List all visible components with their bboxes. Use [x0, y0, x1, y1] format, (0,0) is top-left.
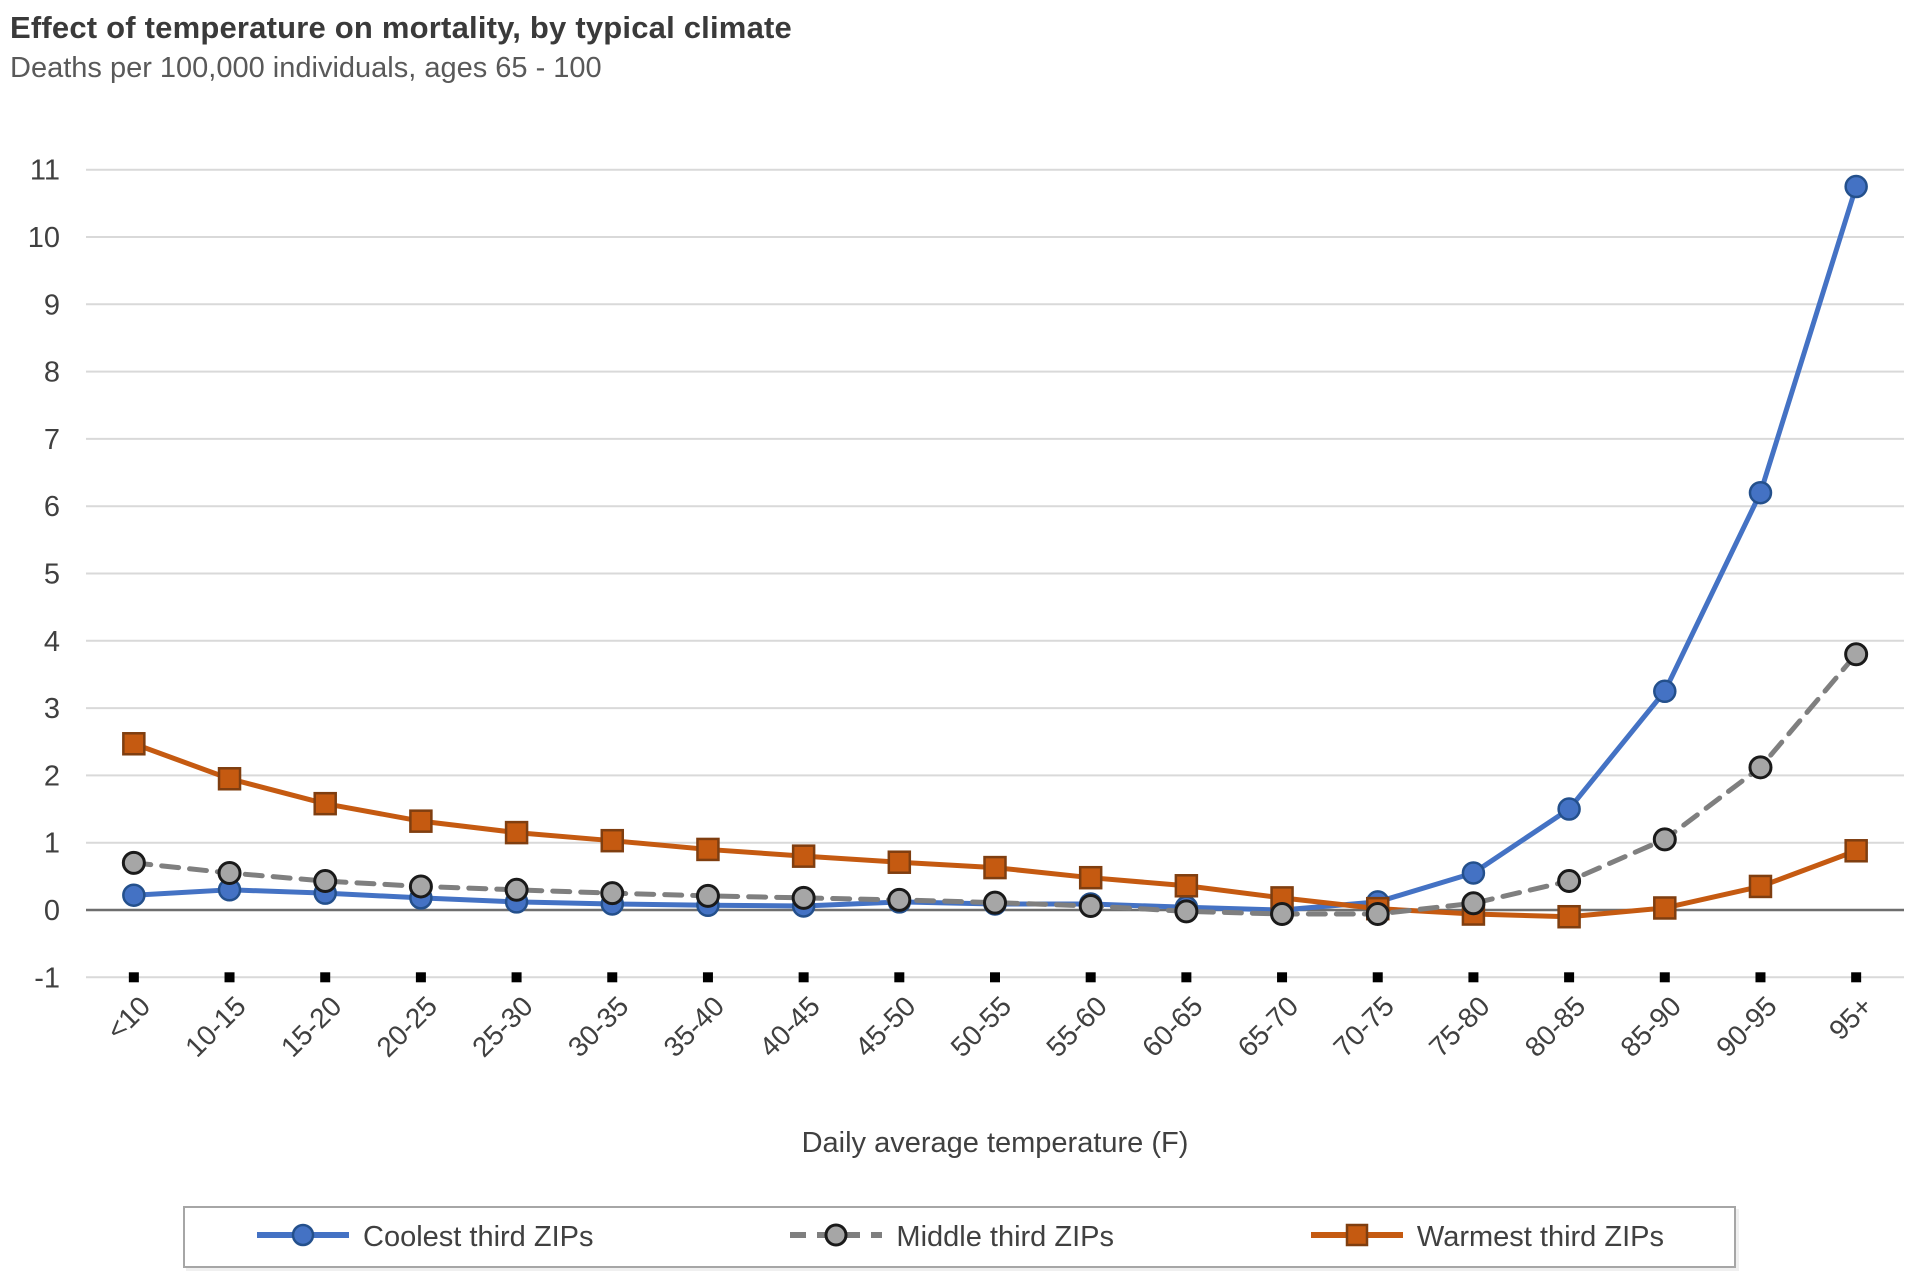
svg-text:6: 6 [44, 491, 60, 523]
svg-text:8: 8 [44, 357, 60, 389]
svg-text:65-70: 65-70 [1232, 990, 1305, 1063]
svg-text:60-65: 60-65 [1136, 990, 1209, 1063]
legend-label-coolest: Coolest third ZIPs [363, 1220, 594, 1253]
svg-text:1: 1 [44, 828, 60, 860]
svg-text:35-40: 35-40 [658, 990, 731, 1063]
legend-entry-coolest: Coolest third ZIPs [255, 1221, 593, 1254]
svg-text:30-35: 30-35 [562, 990, 635, 1063]
svg-text:5: 5 [44, 559, 60, 591]
legend-entry-middle: Middle third ZIPs [788, 1221, 1114, 1254]
svg-text:40-45: 40-45 [753, 990, 826, 1063]
svg-text:80-85: 80-85 [1519, 990, 1592, 1063]
svg-text:11: 11 [30, 155, 60, 187]
svg-text:50-55: 50-55 [945, 990, 1018, 1063]
svg-text:20-25: 20-25 [371, 990, 444, 1063]
svg-text:2: 2 [44, 760, 60, 792]
svg-text:10-15: 10-15 [179, 990, 252, 1063]
chart-legend: Coolest third ZIPs Middle third ZIPs War… [183, 1206, 1736, 1268]
svg-text:85-90: 85-90 [1614, 990, 1687, 1063]
legend-label-warmest: Warmest third ZIPs [1416, 1220, 1664, 1253]
svg-text:10: 10 [28, 222, 60, 254]
svg-text:0: 0 [44, 895, 60, 927]
chart-subtitle: Deaths per 100,000 individuals, ages 65 … [10, 52, 602, 84]
svg-text:45-50: 45-50 [849, 990, 922, 1063]
svg-text:Daily average temperature (F): Daily average temperature (F) [802, 1127, 1189, 1159]
legend-label-middle: Middle third ZIPs [896, 1220, 1114, 1253]
svg-text:25-30: 25-30 [466, 990, 539, 1063]
chart-title: Effect of temperature on mortality, by t… [10, 10, 792, 45]
svg-text:90-95: 90-95 [1710, 990, 1783, 1063]
svg-text:55-60: 55-60 [1040, 990, 1113, 1063]
svg-text:<10: <10 [101, 990, 157, 1046]
middle-series-line-icon [788, 1222, 884, 1253]
svg-text:75-80: 75-80 [1423, 990, 1496, 1063]
svg-text:70-75: 70-75 [1327, 990, 1400, 1063]
svg-text:7: 7 [44, 424, 60, 456]
svg-text:9: 9 [44, 289, 60, 321]
coolest-series-line-icon [255, 1222, 351, 1253]
svg-text:4: 4 [44, 626, 60, 658]
svg-text:95+: 95+ [1823, 990, 1879, 1046]
warmest-series-line-icon [1309, 1222, 1405, 1253]
svg-text:-1: -1 [34, 962, 60, 994]
svg-text:3: 3 [44, 693, 60, 725]
svg-text:15-20: 15-20 [275, 990, 348, 1063]
legend-entry-warmest: Warmest third ZIPs [1309, 1221, 1664, 1254]
